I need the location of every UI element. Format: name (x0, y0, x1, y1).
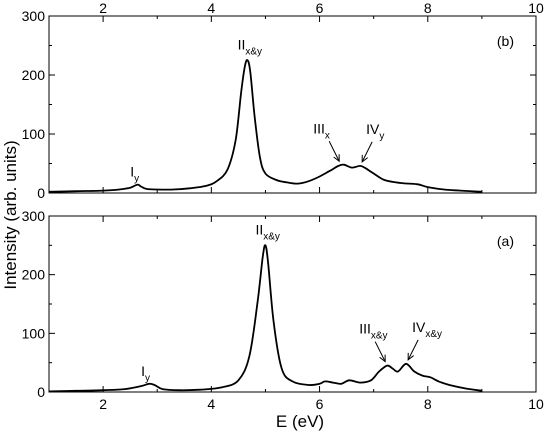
series-line (48, 59, 482, 193)
peak-annotation: IVy (366, 121, 384, 142)
y-tick-label: 300 (22, 208, 46, 224)
annotation-arrowhead (333, 154, 340, 163)
y-tick-label: 200 (22, 67, 46, 83)
y-tick-label: 100 (22, 325, 46, 341)
plot-frame (48, 15, 537, 194)
y-axis-title: Intensity (arb. units) (1, 140, 20, 289)
x-tick-label: 10 (528, 396, 544, 412)
x-tick-label: 2 (99, 396, 107, 412)
y-tick-label: 100 (22, 126, 46, 142)
annotation-arrowhead (361, 154, 368, 163)
peak-annotation: Iy (141, 363, 150, 384)
x-axis-title: E (eV) (276, 412, 324, 431)
top-x-tick-label: 4 (207, 0, 215, 16)
annotation-arrowhead (407, 352, 414, 361)
panel-b: 0 100 200 300 2 4 6 8 10 (b) Iy IIx&y IIIx IVy (22, 0, 544, 201)
peak-annotation: IIx&y (238, 36, 262, 57)
top-x-tick-label: 2 (99, 0, 107, 16)
y-tick-label: 200 (22, 267, 46, 283)
annotation-arrow (361, 141, 373, 163)
x-tick-label: 6 (316, 396, 324, 412)
top-x-tick-label: 6 (316, 0, 324, 16)
peak-annotation: IIIx&y (359, 321, 387, 342)
top-x-tick-label: 8 (424, 0, 432, 16)
y-tick-label: 0 (37, 384, 45, 400)
x-tick-label: 8 (424, 396, 432, 412)
x-tick-label: 4 (207, 396, 215, 412)
panel-a: 0 100 200 300 2 4 6 8 10 (a) Iy IIx&y IIIx&y IVx&y (22, 208, 544, 412)
annotation-arrow (328, 141, 340, 162)
y-tick-label: 300 (22, 8, 46, 24)
annotation-arrowhead (379, 354, 386, 363)
top-x-tick-label: 10 (528, 0, 544, 16)
series-line (48, 244, 483, 393)
y-tick-label: 0 (37, 185, 45, 201)
peak-annotation: IIIx (313, 120, 330, 141)
plot-frame (48, 215, 537, 393)
peak-annotation: Iy (130, 164, 139, 185)
panel-label: (b) (497, 33, 514, 49)
peak-annotation: IVx&y (412, 319, 442, 340)
panel-label: (a) (497, 233, 514, 249)
peak-annotation: IIx&y (255, 221, 279, 242)
annotation-arrow (374, 341, 386, 362)
annotation-arrow (407, 339, 419, 361)
